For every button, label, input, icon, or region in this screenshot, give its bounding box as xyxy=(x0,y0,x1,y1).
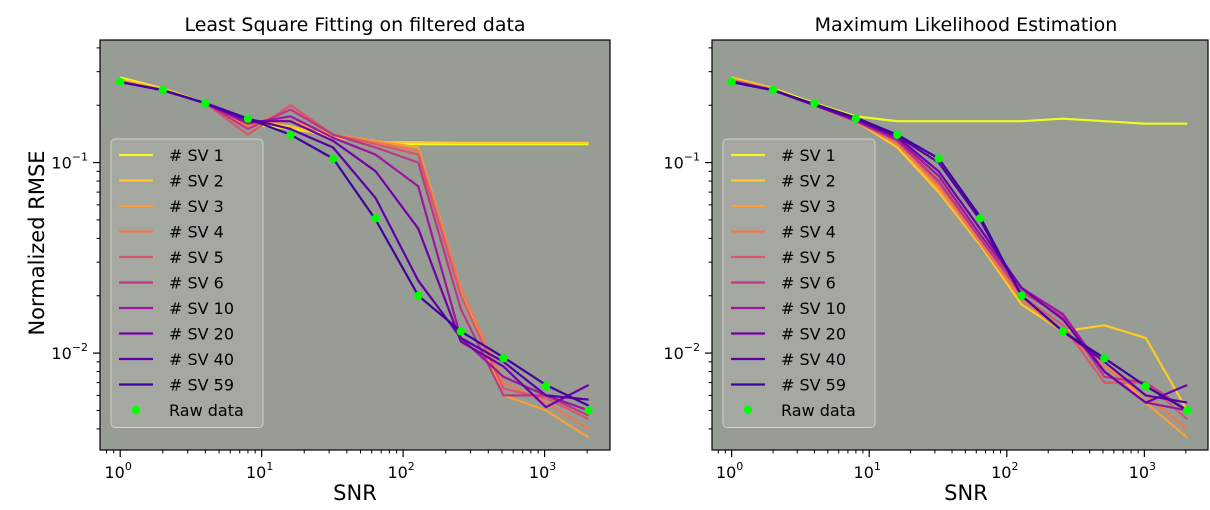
raw-data-point xyxy=(934,154,943,163)
legend-label: # SV 6 xyxy=(781,274,836,293)
legend-label: # SV 10 xyxy=(169,299,234,318)
legend: # SV 1 # SV 2 # SV 3 # SV 4 # SV 5 # SV 6 # SV… xyxy=(110,138,264,428)
legend-label: # SV 20 xyxy=(169,325,234,344)
legend-box xyxy=(110,138,264,428)
x-tick-label: 101 xyxy=(246,460,273,482)
x-tick-label: 101 xyxy=(854,460,881,482)
raw-data-point xyxy=(1017,291,1026,300)
y-axis-ticks: 10−1 10−2 xyxy=(663,47,712,430)
raw-data-point xyxy=(975,214,985,223)
legend-label: # SV 40 xyxy=(169,350,234,369)
legend-label: # SV 1 xyxy=(169,146,224,165)
legend-label: Raw data xyxy=(781,401,856,420)
raw-data-point xyxy=(810,98,819,108)
raw-data-point xyxy=(1183,406,1192,415)
legend-label: # SV 5 xyxy=(169,248,224,267)
legend-label: # SV 4 xyxy=(781,223,836,242)
legend: # SV 1 # SV 2 # SV 3 # SV 4 # SV 5 # SV 6 # SV… xyxy=(722,138,876,428)
raw-data-point xyxy=(371,214,380,223)
x-tick-label: 102 xyxy=(991,460,1018,482)
raw-data-point xyxy=(768,85,778,95)
x-axis-label: SNR xyxy=(944,481,988,505)
raw-data-point xyxy=(115,77,125,87)
series-line-10 xyxy=(119,80,590,407)
legend-label: # SV 3 xyxy=(169,197,224,216)
plot-border xyxy=(711,39,1209,451)
y-axis-label: Normalized RMSE xyxy=(25,150,49,335)
y-tick-label: 10−1 xyxy=(663,151,700,173)
x-tick-label: 102 xyxy=(387,460,414,482)
legend-label: # SV 40 xyxy=(781,350,846,369)
legend-label: # SV 2 xyxy=(781,172,836,191)
chart-right: Maximum Likelihood Estimation 100 101 102 1… xyxy=(663,14,1209,505)
x-axis-ticks: 100 101 102 103 xyxy=(716,450,1187,482)
raw-data-point xyxy=(201,98,210,108)
legend-label: # SV 5 xyxy=(781,248,836,267)
chart-title: Maximum Likelihood Estimation xyxy=(815,14,1118,36)
x-axis-ticks: 100 101 102 103 xyxy=(105,450,588,482)
legend-label: # SV 2 xyxy=(169,172,224,191)
legend-swatch-raw xyxy=(743,405,753,415)
legend-label: # SV 4 xyxy=(169,223,224,242)
raw-data-point xyxy=(893,130,902,139)
plot-marks xyxy=(727,76,1192,439)
raw-data-point xyxy=(584,406,593,415)
plot-border xyxy=(99,39,611,451)
y-tick-label: 10−2 xyxy=(51,341,88,363)
raw-data-point xyxy=(1100,354,1109,363)
raw-data-point xyxy=(414,291,423,300)
raw-data-point xyxy=(1058,327,1068,336)
legend-label: # SV 3 xyxy=(781,197,836,216)
legend-label: Raw data xyxy=(169,401,244,420)
x-axis-label: SNR xyxy=(333,481,377,505)
legend-label: # SV 59 xyxy=(169,376,234,395)
chart-title: Least Square Fitting on filtered data xyxy=(184,14,525,36)
raw-data-point xyxy=(727,77,736,87)
x-tick-label: 103 xyxy=(529,460,556,482)
chart-left: Least Square Fitting on filtered data 10… xyxy=(25,14,611,505)
raw-data-point xyxy=(851,114,861,123)
legend-label: # SV 20 xyxy=(781,325,846,344)
x-tick-label: 100 xyxy=(716,460,743,482)
y-tick-label: 10−2 xyxy=(663,341,700,363)
y-tick-label: 10−1 xyxy=(51,151,88,173)
raw-data-point xyxy=(541,382,551,391)
legend-swatch-raw xyxy=(131,405,141,415)
raw-data-point xyxy=(243,114,253,123)
raw-data-point xyxy=(158,85,167,95)
legend-label: # SV 6 xyxy=(169,274,224,293)
x-tick-label: 103 xyxy=(1129,460,1156,482)
raw-data-point xyxy=(456,327,466,336)
raw-data-point xyxy=(499,354,508,363)
raw-data-point xyxy=(328,154,338,163)
x-tick-label: 100 xyxy=(105,460,132,482)
raw-data-point xyxy=(1141,382,1150,391)
y-axis-ticks: 10−1 10−2 xyxy=(51,47,100,430)
raw-data-point xyxy=(286,130,295,139)
legend-box xyxy=(722,138,876,428)
series-line-10 xyxy=(731,80,1188,412)
plot-marks xyxy=(115,76,593,439)
legend-label: # SV 10 xyxy=(781,299,846,318)
legend-label: # SV 59 xyxy=(781,376,846,395)
legend-label: # SV 1 xyxy=(781,146,836,165)
